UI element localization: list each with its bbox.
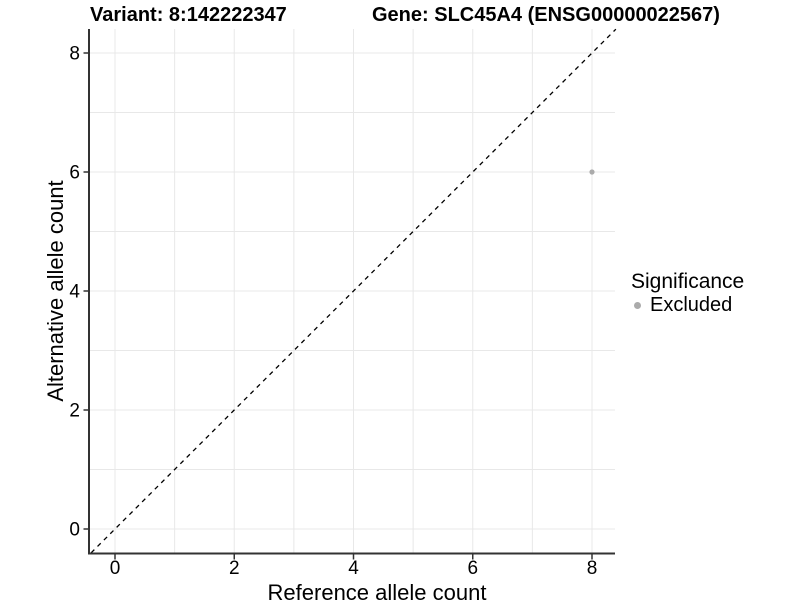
x-axis-title: Reference allele count xyxy=(267,580,487,600)
plot-title-variant: Variant: 8:142222347 xyxy=(90,4,287,26)
identity-reference-line xyxy=(90,28,617,554)
y-axis-title: Alternative allele count xyxy=(43,180,68,402)
y-tick-label: 4 xyxy=(69,282,80,303)
legend-item-label: Excluded xyxy=(650,294,733,316)
data-points xyxy=(589,169,595,175)
x-tick-label: 0 xyxy=(110,558,121,579)
y-tick-label: 6 xyxy=(69,163,80,184)
legend-key-dot-icon xyxy=(634,301,641,309)
legend: Significance Excluded xyxy=(631,270,744,316)
y-tick-label: 2 xyxy=(69,401,80,422)
legend-title: Significance xyxy=(631,270,745,293)
x-tick-label: 8 xyxy=(587,558,598,579)
data-point xyxy=(589,169,595,175)
legend-item-excluded: Excluded xyxy=(631,294,744,316)
plot-title-gene: Gene: SLC45A4 (ENSG00000022567) xyxy=(372,4,720,26)
gridlines xyxy=(90,29,615,553)
x-tick-label: 2 xyxy=(229,558,240,579)
y-tick-label: 0 xyxy=(69,520,80,541)
y-tick-label: 8 xyxy=(69,44,80,65)
x-tick-label: 4 xyxy=(348,558,359,579)
axis-ticks: 0 2 4 6 8 0 2 4 6 8 xyxy=(69,44,597,580)
x-tick-label: 6 xyxy=(467,558,478,579)
